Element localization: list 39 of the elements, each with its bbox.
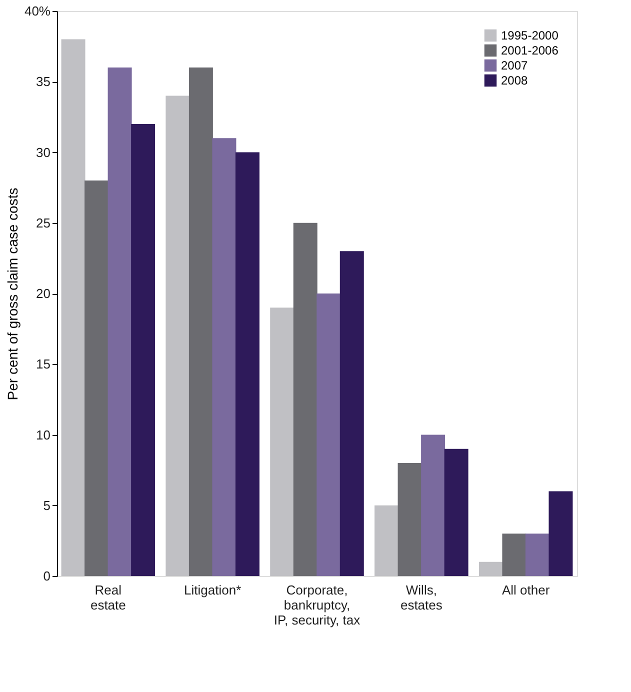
bar — [398, 463, 422, 576]
legend-label: 2007 — [501, 58, 528, 72]
x-tick-label: Corporate, bankruptcy, IP, security, tax — [274, 582, 361, 628]
y-tick-label: 25 — [36, 215, 50, 230]
x-tick-label: Wills, estates — [400, 582, 443, 612]
bar — [421, 434, 446, 576]
y-tick-label: 15 — [36, 356, 50, 372]
bar — [444, 448, 468, 576]
bar — [293, 222, 318, 576]
bar — [131, 124, 156, 576]
legend-label: 2001-2006 — [501, 44, 559, 58]
y-tick-label: 10 — [36, 427, 50, 442]
y-tick-label: 40% — [24, 4, 51, 18]
x-tick-label: Real estate — [90, 582, 126, 612]
bar — [316, 294, 341, 576]
legend-label: 1995-2000 — [501, 28, 559, 42]
bar — [108, 68, 132, 576]
bar — [188, 68, 213, 576]
bar — [235, 152, 260, 576]
y-tick-label: 35 — [36, 74, 50, 90]
bar — [166, 96, 190, 576]
x-tick-label: Litigation* — [184, 582, 242, 598]
y-tick-label: 30 — [36, 144, 50, 160]
x-tick-label: All other — [502, 582, 550, 598]
bar — [340, 251, 364, 576]
bar — [374, 505, 399, 576]
legend-label: 2008 — [501, 74, 528, 88]
bar — [61, 39, 86, 576]
y-tick-label: 0 — [43, 568, 50, 584]
bar — [548, 491, 573, 576]
bar — [84, 180, 109, 576]
y-axis-title: Per cent of gross claim case costs — [4, 188, 20, 400]
bar — [212, 138, 236, 576]
bar — [525, 534, 550, 576]
bar — [502, 534, 526, 576]
y-tick-label: 5 — [43, 498, 50, 513]
y-tick-label: 20 — [36, 286, 50, 301]
bar — [270, 308, 294, 576]
bar — [478, 562, 503, 576]
